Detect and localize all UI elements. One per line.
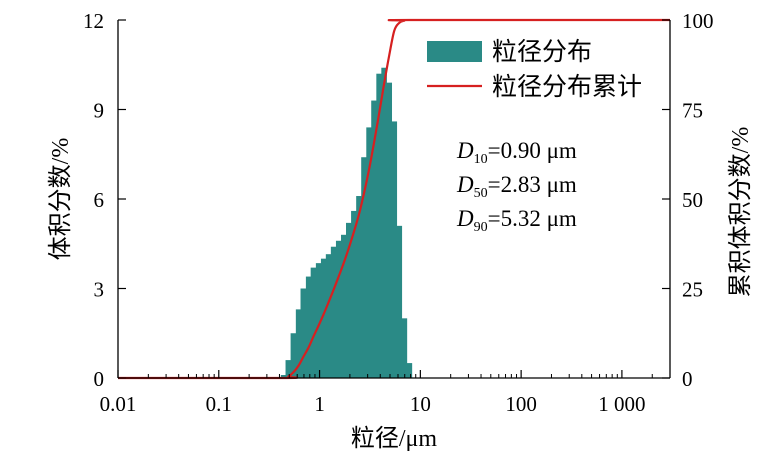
bar	[391, 121, 398, 379]
y-tick-label: 6	[94, 188, 105, 212]
bar	[330, 246, 337, 378]
bar	[406, 363, 413, 378]
y-tick-label: 3	[94, 278, 105, 302]
legend-swatch-bars	[427, 41, 482, 62]
x-tick-label: 0.1	[206, 392, 232, 416]
bar	[300, 288, 307, 378]
bar	[305, 276, 312, 378]
y2-tick-label: 100	[682, 9, 714, 33]
x-tick-label: 1	[314, 392, 325, 416]
bar	[315, 263, 322, 378]
bars-layer	[280, 67, 413, 379]
y2-tick-label: 25	[682, 278, 703, 302]
bar	[371, 100, 377, 379]
stat-d10: D10=0.90 μm	[456, 138, 577, 167]
bar	[335, 240, 342, 378]
bar	[386, 82, 393, 379]
axes-layer: 0.01 0.1 1 10 100 1 000 0 3 6 9 12 0 25 50 75 100 粒径/μm 体…	[47, 9, 754, 452]
stats-annotation: D10=0.90 μm D50=2.83 μm D90=5.32 μm	[456, 138, 577, 235]
cumulative-layer	[117, 18, 670, 380]
bar	[376, 73, 382, 378]
y2-tick-label: 50	[682, 188, 703, 212]
bar	[381, 67, 387, 378]
stat-d90: D90=5.32 μm	[456, 206, 577, 235]
y-tick-label: 12	[83, 9, 104, 33]
y-axis-title: 体积分数/%	[47, 138, 74, 261]
bar	[295, 309, 302, 378]
bar	[280, 375, 287, 378]
cumulative-line	[117, 18, 670, 380]
stat-d50: D50=2.83 μm	[456, 172, 577, 201]
y2-axis-title: 累积体积分数/%	[727, 127, 754, 298]
bar	[401, 318, 408, 378]
x-tick-label: 0.01	[100, 392, 137, 416]
bar	[285, 360, 292, 378]
y2-tick-label: 75	[682, 99, 703, 123]
bar	[320, 258, 327, 378]
x-axis-title: 粒径/μm	[351, 425, 438, 452]
x-tick-label: 1 000	[598, 392, 645, 416]
bar	[346, 222, 352, 378]
y2-tick-label: 0	[682, 367, 693, 391]
x-tick-label: 100	[505, 392, 537, 416]
y-tick-label: 0	[94, 367, 105, 391]
bar	[290, 333, 297, 378]
x-tick-label: 10	[410, 392, 431, 416]
legend-label-bars: 粒径分布	[492, 38, 592, 66]
y-tick-label: 9	[94, 99, 105, 123]
legend-label-line: 粒径分布累计	[492, 73, 642, 101]
bar	[310, 267, 317, 378]
bar	[396, 225, 403, 378]
bar	[361, 157, 367, 378]
bar	[341, 234, 347, 378]
bar	[351, 210, 357, 378]
bar	[325, 254, 332, 378]
bar	[366, 127, 372, 379]
bar	[356, 196, 362, 378]
